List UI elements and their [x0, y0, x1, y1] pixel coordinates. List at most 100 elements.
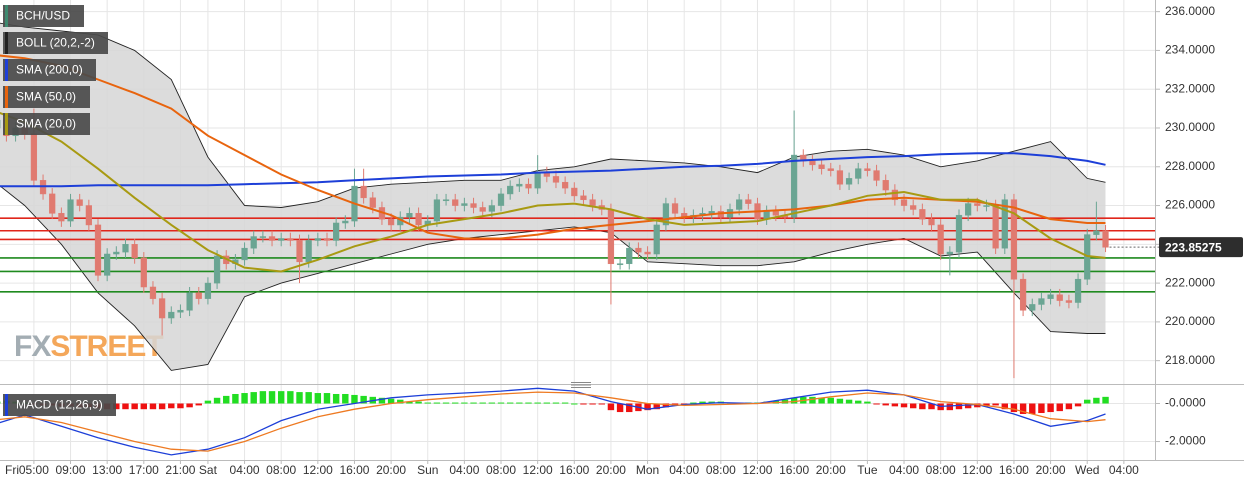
histogram-bar	[323, 393, 331, 404]
histogram-bar	[140, 403, 148, 410]
histogram-bar	[442, 402, 450, 404]
candle-body	[305, 240, 312, 263]
histogram-bar	[149, 403, 157, 410]
histogram-bar	[525, 402, 532, 404]
candle-body	[67, 199, 74, 222]
candle-body	[204, 282, 212, 299]
histogram-bar	[616, 403, 624, 413]
candle-body	[195, 292, 202, 299]
histogram-bar	[433, 402, 441, 404]
y-tick-label: 230.0000	[1165, 120, 1215, 134]
histogram-bar	[277, 391, 285, 404]
candle-body	[937, 224, 944, 255]
histogram-bar	[1010, 403, 1018, 413]
histogram-bar	[607, 403, 615, 411]
histogram-bar	[479, 402, 486, 404]
histogram-bar	[1093, 397, 1100, 404]
histogram-bar	[1065, 403, 1073, 410]
histogram-bar	[552, 402, 560, 404]
candle-body	[708, 211, 715, 214]
x-tick-label: Sat	[199, 463, 218, 477]
histogram-bar	[571, 403, 578, 405]
legend-swatch	[5, 394, 8, 416]
y-tick-label: 234.0000	[1165, 43, 1215, 57]
legend-box	[3, 113, 90, 135]
x-tick-label: 05:00	[19, 463, 49, 477]
candle-body	[607, 209, 615, 265]
x-tick-label: 16:00	[779, 463, 809, 477]
legend: BCH/USD BOLL (20,2,-2) SMA (200,0) SMA (50,…	[3, 5, 116, 416]
histogram-bar	[580, 403, 587, 405]
x-tick-label: 16:00	[999, 463, 1029, 477]
candle-body	[635, 247, 642, 253]
histogram-bar	[186, 403, 193, 408]
legend-item: MACD (12,26,9)	[3, 394, 116, 416]
x-tick-label: 20:00	[376, 463, 406, 477]
histogram-bar	[955, 403, 963, 410]
histogram-bar	[1084, 399, 1091, 404]
candle-body	[1074, 278, 1082, 303]
histogram-bar	[1038, 403, 1045, 414]
x-tick-label: 20:00	[1036, 463, 1066, 477]
legend-label: SMA (20,0)	[16, 117, 76, 131]
histogram-bar	[168, 403, 175, 409]
histogram-bar	[296, 392, 303, 404]
candle-body	[516, 183, 523, 187]
candle-body	[855, 168, 862, 179]
candle-body	[1102, 230, 1109, 248]
resize-handle[interactable]	[571, 382, 591, 388]
candle-body	[589, 199, 596, 206]
legend-item: SMA (20,0)	[3, 113, 90, 135]
candle-body	[140, 257, 147, 288]
y-tick-label: 228.0000	[1165, 159, 1215, 173]
candle-body	[653, 224, 660, 255]
histogram-bar	[626, 403, 633, 413]
histogram-bar	[534, 402, 541, 404]
candle-body	[30, 133, 38, 181]
sma-line	[0, 152, 1106, 188]
band-upper	[0, 22, 1106, 208]
candle-body	[488, 205, 495, 212]
candle-body	[1065, 300, 1073, 303]
candle-body	[442, 199, 450, 202]
legend-swatch	[5, 113, 8, 135]
histogram-bar	[964, 403, 972, 409]
x-tick-label: 09:00	[56, 463, 86, 477]
legend-swatch	[5, 5, 8, 27]
levels	[0, 217, 1159, 293]
candle-body	[1056, 294, 1063, 301]
histogram-bar	[974, 403, 981, 408]
legend-box	[3, 394, 116, 416]
candle-body	[287, 238, 294, 241]
candle-body	[278, 238, 285, 241]
legend-box	[3, 86, 90, 108]
histogram-bar	[598, 403, 605, 405]
histogram-bar	[204, 400, 212, 404]
histogram-bar	[1019, 403, 1027, 414]
last-price-box	[1159, 237, 1243, 258]
candle-body	[333, 222, 340, 241]
x-tick-label: Fri	[5, 463, 19, 477]
candle-body	[919, 209, 926, 220]
histogram-bar	[241, 393, 248, 404]
histogram-bar	[818, 397, 825, 404]
candle-body	[433, 199, 441, 222]
candle-body	[58, 212, 65, 222]
x-tick-label: 08:00	[266, 463, 296, 477]
x-tick-label: Sun	[417, 463, 438, 477]
x-tick-label: Wed	[1075, 463, 1099, 477]
candle-body	[259, 236, 267, 238]
histogram-bar	[864, 401, 871, 404]
candle-body	[662, 203, 670, 226]
candle-body	[836, 170, 844, 185]
histogram-bar	[470, 402, 477, 404]
histogram-bar	[387, 398, 395, 404]
x-tick-label: 04:00	[1109, 463, 1139, 477]
candle-body	[168, 311, 175, 319]
legend-swatch	[5, 59, 8, 81]
candle-body	[1010, 199, 1018, 280]
y-tick-label: -0.0000	[1165, 396, 1206, 410]
x-tick-label: 04:00	[889, 463, 919, 477]
legend-swatch	[5, 32, 8, 54]
candle-body	[790, 154, 798, 218]
